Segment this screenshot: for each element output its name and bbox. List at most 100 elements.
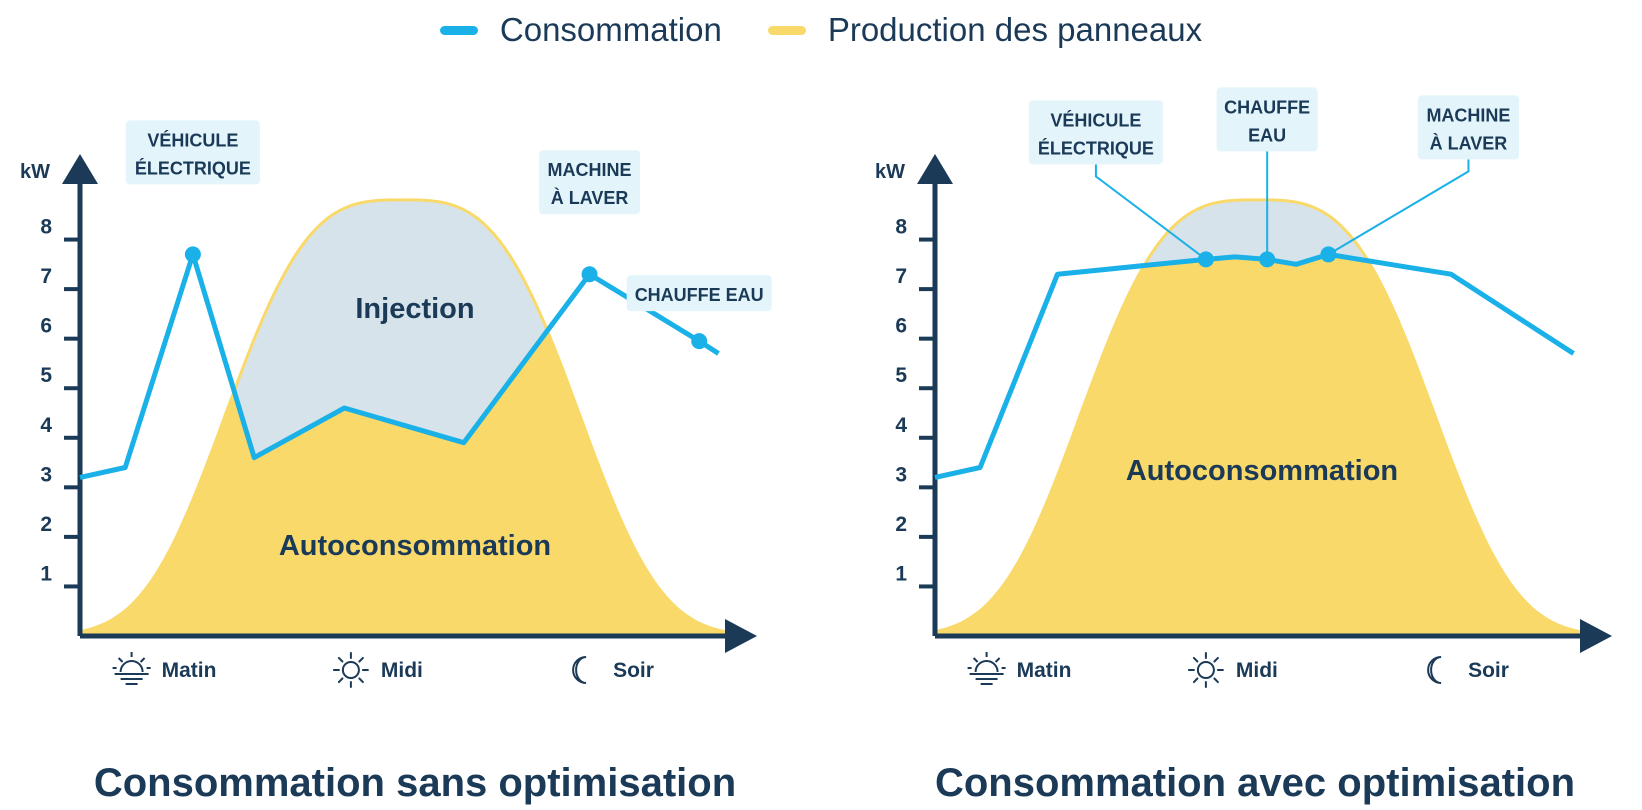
sun-icon: [1187, 652, 1224, 688]
annotation-box: [1216, 87, 1318, 152]
annotation: VÉHICULE ÉLECTRIQUE: [125, 120, 260, 263]
annotation-label: VÉHICULE: [1050, 109, 1141, 130]
annotation-label: MACHINE: [1426, 105, 1510, 125]
moon-shape: [572, 656, 587, 684]
sun-disc: [1196, 661, 1215, 679]
annotation-label: EAU: [1248, 125, 1286, 145]
moon-icon: [572, 656, 587, 684]
consommation-marker: [1259, 251, 1276, 268]
time-label-midi: Midi: [381, 659, 423, 682]
legend-label-production: Production des panneaux: [827, 11, 1203, 48]
consommation-marker: [1320, 246, 1337, 263]
annotation-leader: [1327, 159, 1470, 256]
consommation-line: [934, 251, 1575, 480]
sunrise-ray: [117, 657, 124, 663]
x-axis-arrow: [1580, 619, 1612, 653]
y-tick-label: 1: [895, 562, 907, 585]
legend-swatch-consommation: [439, 25, 478, 35]
sun-ray: [337, 677, 344, 684]
legend: Consommation Production des panneaux: [0, 6, 1642, 54]
annotation-box: [539, 150, 641, 215]
y-tick-label: 2: [40, 513, 52, 536]
y-tick-label: 6: [895, 315, 907, 338]
production-curve: [934, 198, 1581, 634]
y-tick-label: 7: [895, 265, 907, 288]
annotation-label: VÉHICULE: [147, 129, 238, 150]
legend-label-consommation: Consommation: [499, 11, 722, 48]
region-label-injection: Injection: [355, 293, 474, 325]
sunrise-icon: [967, 652, 1006, 685]
annotation: MACHINE À LAVER: [1320, 95, 1519, 263]
sun-ray: [358, 656, 364, 663]
sun-ray: [1192, 677, 1199, 684]
y-unit-label: kW: [20, 161, 50, 183]
sun-ray: [1192, 656, 1199, 663]
annotation-label: MACHINE: [548, 160, 632, 180]
y-tick-label: 3: [40, 463, 52, 486]
consommation-marker: [184, 246, 201, 263]
y-tick-label: 8: [40, 216, 52, 239]
y-tick-label: 6: [40, 315, 52, 338]
sun-ray: [1213, 656, 1219, 663]
sun-disc: [341, 661, 360, 679]
y-axis-arrow: [917, 154, 953, 184]
consommation-marker: [581, 266, 598, 283]
annotation: VÉHICULE ÉLECTRIQUE: [1028, 100, 1214, 268]
region-label-autoconsommation: Autoconsommation: [279, 530, 551, 562]
chart-panel-2: kW 1 2 3 4 5 6 7 8 Autoconsommation VÉHICULE ÉLECTR…: [875, 87, 1612, 805]
sun-icon: [332, 652, 369, 688]
legend-swatch-production: [767, 25, 806, 35]
y-tick-label: 4: [40, 414, 52, 437]
chart-title: Consommation avec optimisation: [935, 761, 1575, 805]
y-tick-label: 8: [895, 216, 907, 239]
y-tick-label: 5: [40, 364, 52, 387]
annotation-box: [626, 275, 772, 312]
region-label-autoconsommation: Autoconsommation: [1126, 455, 1398, 487]
sun-ray: [1213, 677, 1219, 684]
chart-title: Consommation sans optimisation: [94, 761, 736, 805]
annotation-box: [1028, 100, 1163, 165]
y-tick-label: 4: [895, 414, 907, 437]
y-tick-label: 2: [895, 513, 907, 536]
chart-panel-1: kW 1 2 3 4 5 6 7 8 Injection Autoconsommation VÉHIC…: [20, 120, 772, 805]
annotation: MACHINE À LAVER: [539, 150, 641, 283]
y-unit-label: kW: [875, 161, 905, 183]
sunrise-icon: [112, 652, 151, 685]
annotation: CHAUFFE EAU: [1216, 87, 1318, 268]
legend-item-consommation: Consommation: [439, 11, 722, 49]
annotation-label: ÉLECTRIQUE: [135, 157, 251, 178]
annotation-box: [125, 120, 260, 185]
annotation-label: ÉLECTRIQUE: [1038, 137, 1154, 158]
sunrise-ray: [994, 657, 1001, 663]
sun-ray: [358, 677, 364, 684]
moon-shape: [1427, 656, 1442, 684]
time-label-soir: Soir: [613, 659, 654, 682]
y-tick-label: 7: [40, 265, 52, 288]
consommation-marker: [691, 333, 708, 350]
annotation-label: CHAUFFE EAU: [635, 285, 764, 305]
autoconsommation-area: [935, 254, 1580, 636]
sunrise-arc: [974, 660, 999, 673]
time-label-matin: Matin: [1017, 659, 1072, 682]
annotation-label: À LAVER: [1430, 132, 1508, 153]
y-tick-label: 3: [895, 463, 907, 486]
annotation-leader: [1094, 164, 1207, 261]
y-axis-arrow: [62, 154, 98, 184]
time-label-soir: Soir: [1468, 659, 1509, 682]
consommation-line: [79, 251, 720, 480]
y-tick-label: 5: [895, 364, 907, 387]
sunrise-arc: [119, 660, 144, 673]
moon-icon: [1427, 656, 1442, 684]
x-axis-arrow: [725, 619, 757, 653]
annotation: CHAUFFE EAU: [626, 275, 772, 350]
sun-ray: [337, 656, 344, 663]
sunrise-ray: [139, 657, 146, 663]
annotation-label: CHAUFFE: [1224, 97, 1310, 117]
time-label-midi: Midi: [1236, 659, 1278, 682]
annotation-box: [1417, 95, 1519, 160]
annotation-label: À LAVER: [551, 187, 629, 208]
y-tick-label: 1: [40, 562, 52, 585]
legend-item-production: Production des panneaux: [767, 11, 1203, 49]
